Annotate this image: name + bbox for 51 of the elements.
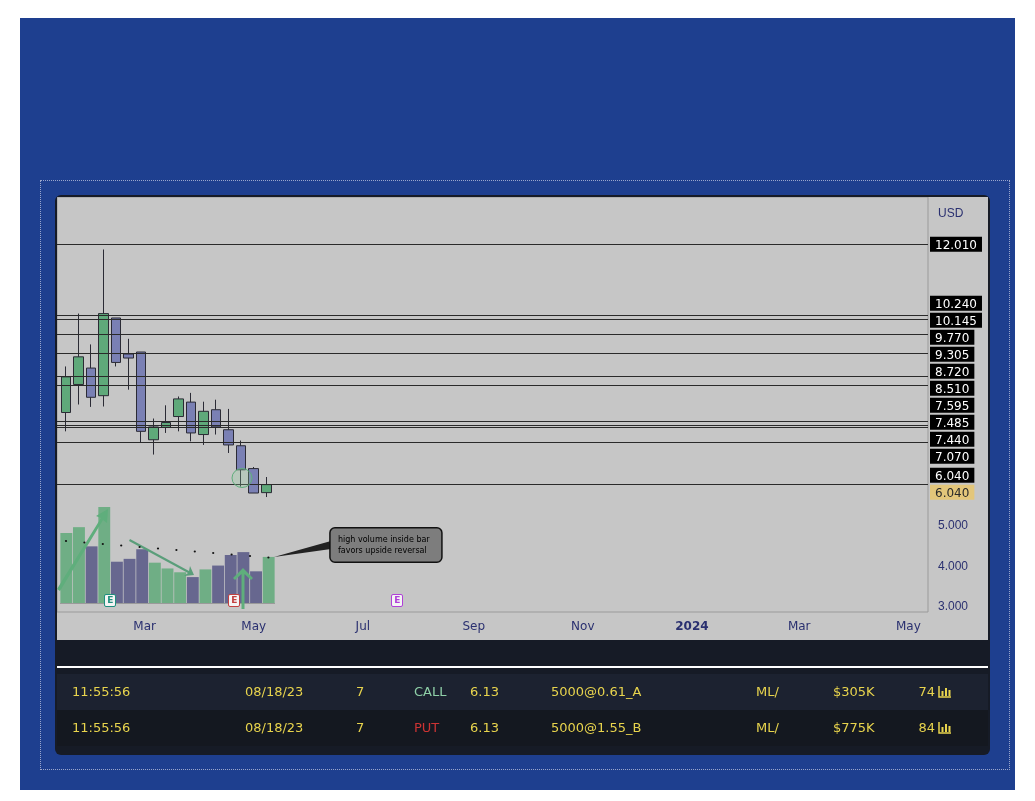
x-tick-label: Jul	[354, 619, 371, 633]
y-tick-label: 4.000	[938, 558, 969, 573]
x-tick-label: May	[895, 619, 921, 633]
x-tick-label: May	[241, 619, 267, 633]
text: 7	[356, 683, 365, 701]
x-tick-label: Sep	[462, 619, 486, 633]
text: 74	[918, 683, 935, 701]
text: 7	[356, 719, 365, 737]
ref-line-label: 7.070	[935, 449, 970, 464]
bar	[263, 556, 276, 603]
ref-line-label: 7.440	[935, 432, 970, 447]
text: ML/	[756, 683, 779, 701]
text: ML/	[756, 719, 779, 737]
text: PUT	[414, 719, 440, 737]
ref-line-label: 7.595	[935, 398, 970, 413]
x-tick-label: 2024	[675, 619, 709, 633]
x-tick-label: Mar	[133, 619, 157, 633]
y-axis-title: USD	[938, 206, 964, 220]
text: 11:55:56	[72, 683, 131, 701]
ref-line-label: 9.770	[935, 330, 970, 345]
text: 6.13	[470, 719, 499, 737]
bar	[199, 569, 212, 603]
x-tick-label: Nov	[571, 619, 595, 633]
ref-line-label: 8.720	[935, 364, 970, 379]
x-tick-label: Mar	[787, 619, 811, 633]
text: 08/18/23	[245, 683, 304, 701]
text: 08/18/23	[245, 719, 304, 737]
text: CALL	[414, 683, 447, 701]
ref-line-label: 6.040	[935, 468, 970, 483]
text: 6.13	[470, 683, 499, 701]
text: $305K	[833, 683, 875, 701]
y-tick-label: 3.000	[938, 598, 969, 613]
text: 11:55:56	[72, 719, 131, 737]
text: 6.040	[935, 485, 970, 500]
ref-line-label: 10.145	[935, 313, 977, 328]
annotation: high volume inside bar favors upside reversal	[337, 534, 431, 556]
ref-line-label: 8.510	[935, 381, 970, 396]
y-tick-label: 5.000	[938, 518, 969, 533]
ref-line-label: 12.010	[935, 237, 977, 252]
tag-badge: E	[104, 594, 117, 607]
text: 5000@0.61_A	[551, 683, 642, 701]
ref-line-label: 9.305	[935, 347, 970, 362]
text: 5000@1.55_B	[551, 719, 642, 737]
bar	[86, 546, 98, 603]
tag-badge: E	[228, 594, 241, 607]
ref-line-label: 10.240	[935, 296, 977, 311]
ref-line-label: 7.485	[935, 415, 970, 430]
tag-badge: E	[391, 594, 404, 607]
text: 84	[918, 719, 935, 737]
text: $775K	[833, 719, 875, 737]
bar	[187, 577, 200, 603]
